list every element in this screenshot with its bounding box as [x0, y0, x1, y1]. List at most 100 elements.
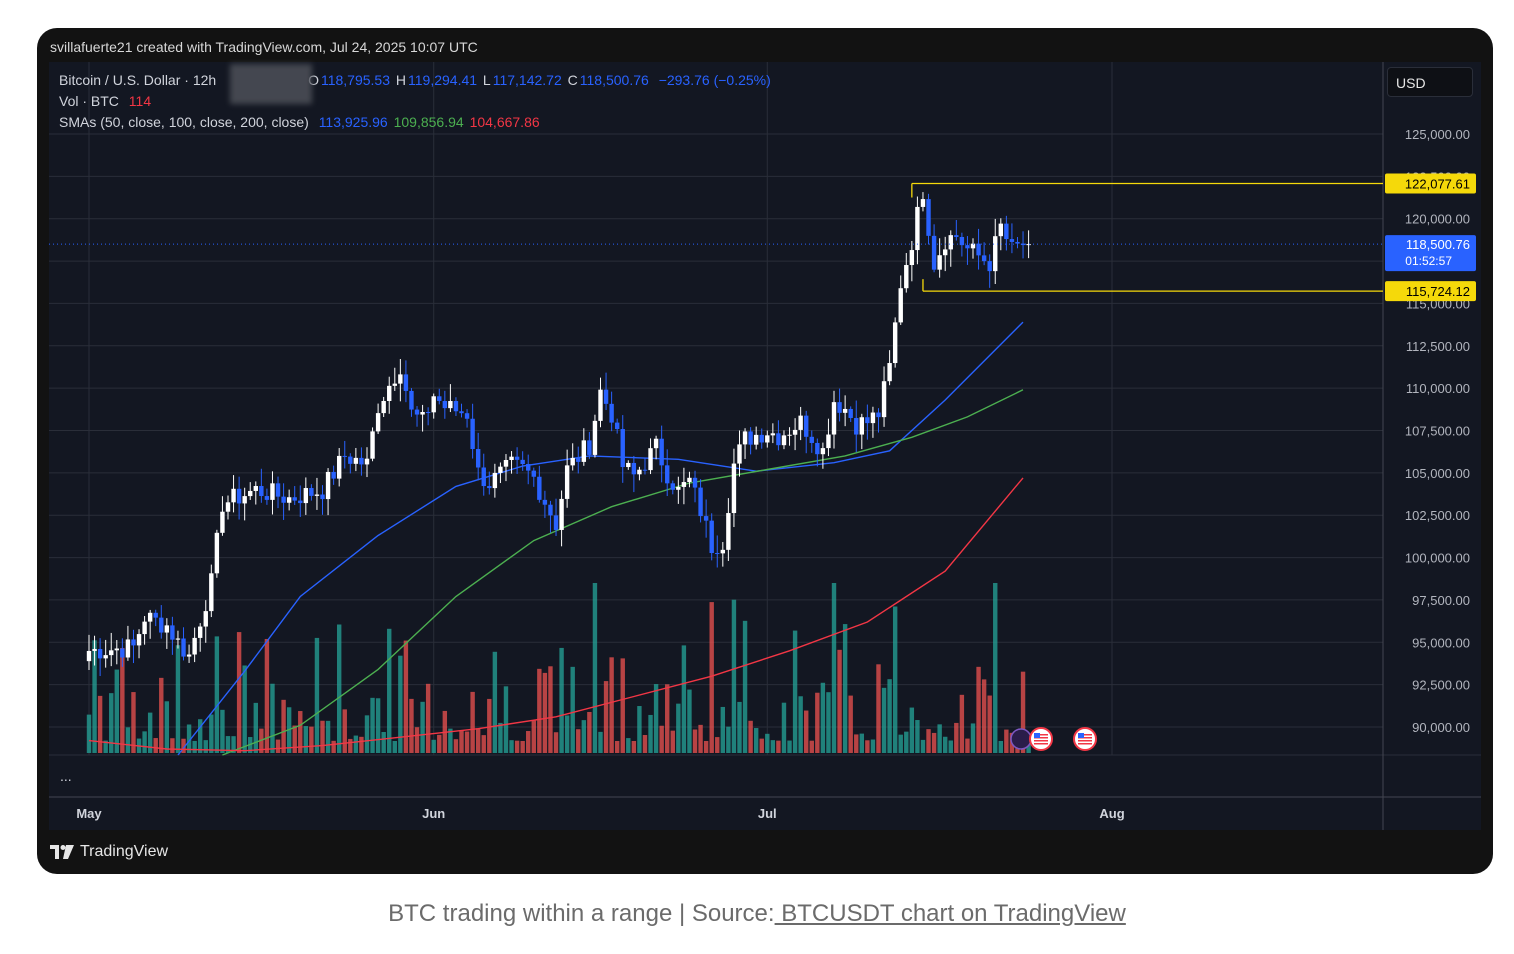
- candle-body: [715, 553, 720, 555]
- volume-bar: [514, 740, 520, 753]
- volume-bar: [186, 724, 192, 753]
- candle-body: [214, 532, 220, 574]
- candle-body: [220, 511, 225, 533]
- price-tick-label: 102,500.00: [1405, 508, 1470, 523]
- volume-bar: [681, 645, 687, 753]
- volume-bar: [470, 691, 475, 753]
- volume-bar: [475, 728, 481, 753]
- volume-bar: [748, 720, 753, 753]
- volume-bar: [637, 706, 642, 753]
- candle-body: [109, 650, 114, 656]
- candle-body: [792, 429, 798, 435]
- price-tick-label: 97,500.00: [1412, 593, 1470, 608]
- candle-body: [948, 235, 953, 250]
- redacted-area: [230, 64, 312, 104]
- flag-stripe: [1078, 734, 1092, 736]
- volume-bar: [120, 647, 125, 753]
- volume-bar: [854, 734, 859, 753]
- volume-bar: [342, 709, 347, 753]
- caption-source-link[interactable]: BTCUSDT chart on TradingView: [774, 900, 1126, 927]
- volume-bar: [526, 731, 531, 753]
- currency-selector[interactable]: USD: [1387, 67, 1473, 97]
- volume-bar: [848, 695, 853, 753]
- volume-bar: [620, 658, 625, 753]
- volume-bar: [242, 665, 247, 753]
- volume-bar: [320, 720, 325, 753]
- candle-body: [403, 374, 409, 391]
- volume-bar: [114, 669, 119, 753]
- volume-bar: [698, 724, 703, 753]
- candle-body: [309, 488, 314, 496]
- volume-bar: [870, 739, 876, 753]
- volume-bar: [398, 655, 403, 753]
- legend-close: 118,500.76: [579, 72, 649, 88]
- legend-sma100: 109,856.94: [393, 114, 464, 130]
- candle-body: [787, 434, 792, 436]
- candle-body: [709, 520, 714, 554]
- volume-bar: [798, 696, 803, 753]
- candle-body: [876, 412, 881, 418]
- candle-body: [520, 459, 525, 465]
- flag-stripe: [1034, 740, 1048, 742]
- candle-body: [753, 434, 759, 445]
- volume-bar: [981, 679, 987, 753]
- volume-bar: [759, 738, 764, 753]
- candle-body: [431, 396, 436, 413]
- volume-bar: [314, 637, 320, 753]
- candle-body: [659, 438, 664, 466]
- volume-bar: [298, 711, 303, 753]
- candle-body: [676, 486, 681, 490]
- candle-body: [498, 466, 503, 473]
- volume-bar: [709, 602, 714, 753]
- candle-body: [653, 438, 659, 449]
- candle-body: [981, 255, 987, 262]
- candle-body: [537, 476, 542, 500]
- candle-body: [737, 444, 742, 464]
- volume-bar: [520, 741, 525, 753]
- flag-stripe: [1078, 743, 1092, 745]
- volume-bar: [159, 677, 164, 753]
- candle-body: [898, 288, 903, 323]
- volume-bar: [876, 664, 881, 753]
- volume-bar: [192, 740, 197, 753]
- volume-bar: [92, 640, 97, 753]
- volume-bar: [998, 740, 1004, 753]
- grid-lines: [49, 62, 1481, 830]
- volume-bar: [170, 738, 175, 753]
- time-tick-label: Jul: [758, 806, 777, 821]
- legend-c-label: C: [567, 72, 578, 88]
- volume-bar: [587, 711, 592, 753]
- candle-body: [954, 235, 959, 237]
- volume-bar: [431, 739, 436, 753]
- volume-bar: [665, 684, 670, 753]
- volume-bar: [631, 740, 637, 753]
- sma-line-sma-100: [222, 389, 1024, 756]
- legend-change: −293.76 (−0.25%): [658, 72, 771, 88]
- candle-body: [831, 402, 837, 435]
- volume-bar: [948, 740, 953, 753]
- price-tick-label: 107,500.00: [1405, 424, 1470, 439]
- candle-body: [170, 625, 175, 640]
- candle-body: [348, 456, 353, 464]
- candle-body: [526, 464, 531, 471]
- candle-body: [609, 403, 614, 423]
- candle-body: [131, 639, 136, 646]
- volume-bar: [842, 624, 848, 753]
- candle-body: [931, 235, 937, 270]
- candle-body: [375, 413, 381, 432]
- chart-panel[interactable]: [49, 62, 1481, 830]
- price-tick-label: 110,000.00: [1406, 381, 1470, 396]
- legend-sma-label: SMAs (50, close, 100, close, 200, close): [59, 114, 309, 130]
- candle-body: [509, 456, 514, 460]
- volume-bar: [531, 720, 536, 753]
- candle-body: [298, 500, 303, 504]
- candle-body: [387, 385, 392, 402]
- volume-bar: [765, 733, 770, 753]
- candle-body: [626, 462, 631, 468]
- flag-stripe: [1078, 740, 1092, 742]
- candle-body: [242, 496, 247, 504]
- more-menu[interactable]: ...: [60, 768, 72, 784]
- lightning-icon: [1010, 728, 1032, 750]
- legend-sma50: 113,925.96: [318, 114, 388, 130]
